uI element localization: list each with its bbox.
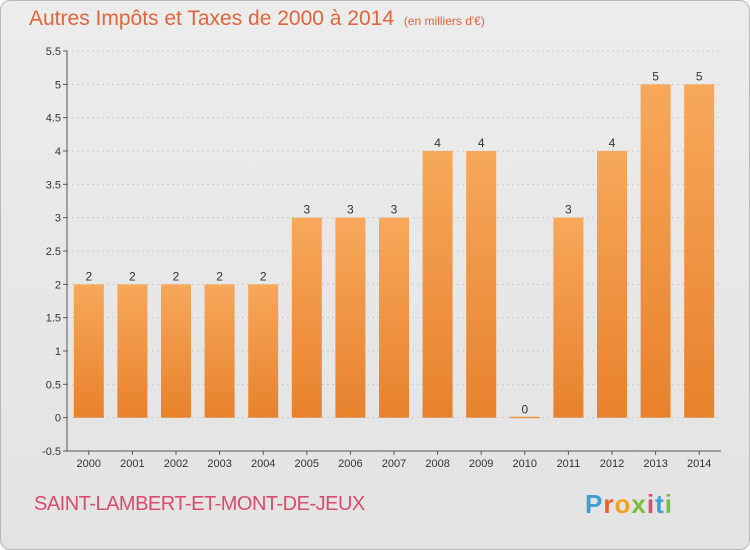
x-tick-label: 2003 xyxy=(207,458,231,470)
logo-letter: x xyxy=(631,489,647,519)
x-tick-label: 2000 xyxy=(77,458,101,470)
y-tick-label: 0.5 xyxy=(46,379,61,391)
bar-value-label: 5 xyxy=(652,69,659,83)
x-tick-label: 2012 xyxy=(600,458,624,470)
bar xyxy=(422,151,453,418)
bar xyxy=(117,284,148,418)
bar xyxy=(248,284,279,418)
y-tick-label: 1 xyxy=(55,346,61,358)
bar xyxy=(73,284,104,418)
chart-title-text: Autres Impôts et Taxes de 2000 à 2014 xyxy=(29,7,395,30)
bar-value-label: 2 xyxy=(260,269,267,283)
bar-value-label: 2 xyxy=(173,269,180,283)
y-tick-label: 4 xyxy=(55,146,61,158)
y-tick-label: 0 xyxy=(55,413,61,425)
chart-title: Autres Impôts et Taxes de 2000 à 2014 (e… xyxy=(29,7,485,31)
bar-value-label: 0 xyxy=(521,403,528,417)
proxiti-logo: Proxiti xyxy=(585,489,673,520)
bar-value-label: 2 xyxy=(216,269,223,283)
y-tick-label: 4.5 xyxy=(46,113,61,125)
bar xyxy=(509,416,540,419)
x-tick-label: 2014 xyxy=(687,458,711,470)
y-tick-label: 1.5 xyxy=(46,313,61,325)
bar xyxy=(204,284,235,418)
bar xyxy=(684,84,715,418)
bar-value-label: 3 xyxy=(565,203,572,217)
y-tick-label: 5.5 xyxy=(46,46,61,58)
logo-letter: r xyxy=(603,489,615,519)
bar xyxy=(597,151,627,418)
bar xyxy=(291,217,322,418)
bar xyxy=(466,151,497,418)
commune-name: SAINT-LAMBERT-ET-MONT-DE-JEUX xyxy=(34,493,365,515)
y-tick-label: 3 xyxy=(55,213,61,225)
logo-letter: i xyxy=(646,489,656,519)
x-tick-label: 2004 xyxy=(251,458,275,470)
y-tick-label: 2.5 xyxy=(46,246,61,258)
x-tick-label: 2006 xyxy=(338,458,362,470)
logo-letter: o xyxy=(614,489,632,519)
y-tick-label: 5 xyxy=(55,79,61,91)
bar-value-label: 4 xyxy=(434,136,441,150)
y-tick-label: 3.5 xyxy=(46,179,61,191)
x-tick-label: 2013 xyxy=(643,458,667,470)
y-tick-label: -0.5 xyxy=(42,446,61,458)
x-tick-label: 2001 xyxy=(120,458,144,470)
chart-subtitle: (en milliers d'€) xyxy=(403,14,485,28)
x-tick-label: 2005 xyxy=(295,458,319,470)
bar-value-label: 4 xyxy=(478,136,485,150)
bar xyxy=(161,284,191,418)
logo-letter: t xyxy=(655,489,665,519)
bar-value-label: 4 xyxy=(609,136,616,150)
logo-letter: P xyxy=(585,489,604,519)
bar xyxy=(640,84,671,418)
bar-value-label: 2 xyxy=(85,269,92,283)
bar-value-label: 3 xyxy=(391,203,398,217)
x-tick-label: 2008 xyxy=(425,458,449,470)
bar-value-label: 5 xyxy=(696,69,703,83)
x-tick-label: 2007 xyxy=(382,458,406,470)
bar-value-label: 3 xyxy=(347,203,354,217)
bar xyxy=(379,217,409,418)
x-tick-label: 2011 xyxy=(557,458,581,470)
x-tick-label: 2009 xyxy=(469,458,493,470)
x-tick-label: 2010 xyxy=(513,458,537,470)
bar xyxy=(335,217,366,418)
bar xyxy=(553,217,584,418)
bar-value-label: 3 xyxy=(303,203,310,217)
y-tick-label: 2 xyxy=(55,279,61,291)
logo-letter: i xyxy=(664,489,673,519)
x-tick-label: 2002 xyxy=(164,458,188,470)
bar-value-label: 2 xyxy=(129,269,136,283)
